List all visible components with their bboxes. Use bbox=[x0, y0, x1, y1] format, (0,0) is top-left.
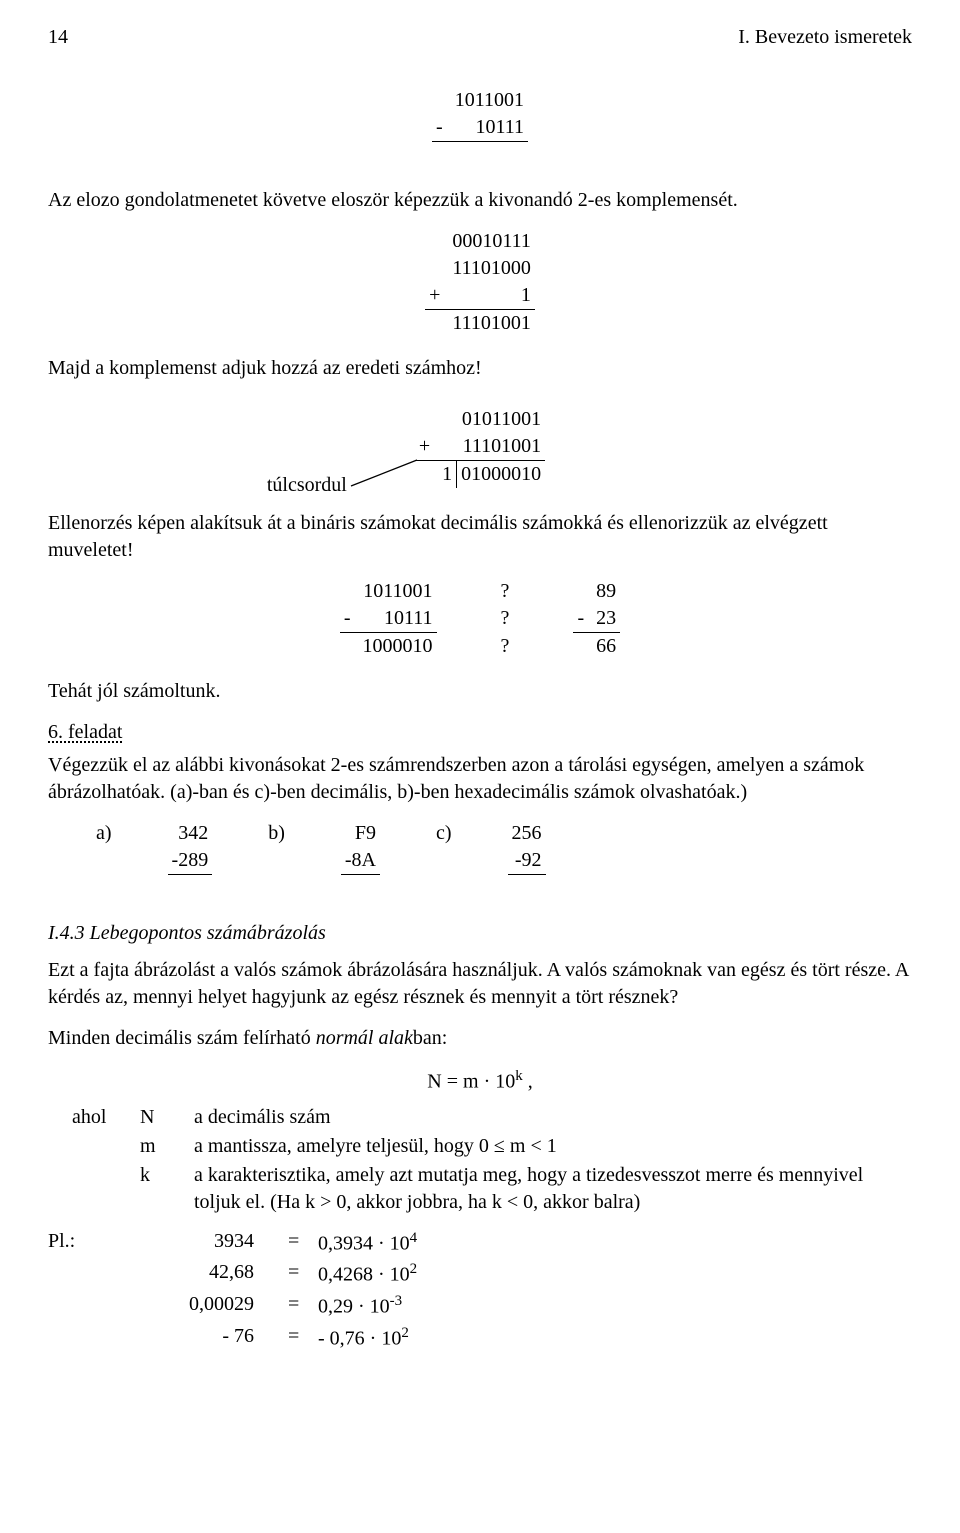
sub-a-label: a) bbox=[96, 820, 112, 847]
pl-3-eq: = bbox=[288, 1323, 318, 1353]
calc3-carry: 1 bbox=[442, 461, 456, 488]
overflow-label: túlcsordul bbox=[267, 472, 347, 499]
pl-1-eq: = bbox=[288, 1259, 318, 1289]
subtract-row: a) 342 -289 b) F9 -8A c) 256 -92 bbox=[96, 820, 912, 902]
pl-1-n: 42,68 bbox=[138, 1259, 288, 1289]
formula: N = m · 10k , bbox=[48, 1066, 912, 1096]
p7c: ban: bbox=[413, 1027, 447, 1049]
sub-c-bot: -92 bbox=[508, 847, 546, 875]
sub-b: F9 -8A bbox=[341, 820, 380, 902]
pl-label: Pl.: bbox=[48, 1228, 138, 1258]
page: 14 I. Bevezeto ismeretek 1011001 -10111 … bbox=[0, 0, 960, 1402]
f-exp: k bbox=[515, 1068, 523, 1084]
verify-q: ? ? ? bbox=[501, 578, 510, 660]
calc2-a: 00010111 bbox=[448, 228, 535, 255]
verify-row: 1011001 -10111 1000010 ? ? ? 89 -23 66 bbox=[48, 578, 912, 660]
para-3: Ellenorzés képen alakítsuk át a bináris … bbox=[48, 510, 912, 564]
f-m: m bbox=[463, 1071, 479, 1093]
para-2: Majd a komplemenst adjuk hozzá az eredet… bbox=[48, 355, 912, 382]
vleft-op: - bbox=[340, 605, 359, 633]
sub-c-top: 256 bbox=[508, 820, 546, 847]
defs-N-sym: N bbox=[140, 1104, 194, 1131]
calc1: 1011001 -10111 bbox=[48, 87, 912, 169]
q3: ? bbox=[501, 633, 510, 660]
f-lhs: N bbox=[427, 1071, 441, 1093]
vleft-a: 1011001 bbox=[359, 578, 437, 605]
sub-a-top: 342 bbox=[168, 820, 213, 847]
pl-3-n: - 76 bbox=[138, 1323, 288, 1353]
exercise-6-title: 6. feladat bbox=[48, 721, 122, 743]
para-1: Az elozo gondolatmenetet követve eloször… bbox=[48, 187, 912, 214]
defs-N-txt: a decimális szám bbox=[194, 1104, 331, 1131]
calc2: 00010111 11101000 +1 11101001 bbox=[48, 228, 912, 337]
pl-3-rhs: - 0,76 · 102 bbox=[318, 1323, 409, 1353]
pl-0-n: 3934 bbox=[138, 1228, 288, 1258]
vright-a: 89 bbox=[592, 578, 620, 605]
sub-b-bot: -8A bbox=[341, 847, 380, 875]
overflow-line-icon bbox=[349, 458, 419, 488]
calc3-a: 01011001 bbox=[438, 406, 545, 433]
defs-m-txt: a mantissza, amelyre teljesül, hogy 0 ≤ … bbox=[194, 1133, 557, 1160]
page-header: 14 I. Bevezeto ismeretek bbox=[48, 24, 912, 51]
heading-i43: I.4.3 Lebegopontos számábrázolás bbox=[48, 920, 912, 947]
para-6: Ezt a fajta ábrázolást a valós számok áb… bbox=[48, 957, 912, 1011]
defs-k-txt: a karakterisztika, amely azt mutatja meg… bbox=[194, 1162, 912, 1216]
verify-left: 1011001 -10111 1000010 bbox=[340, 578, 437, 660]
sub-c: 256 -92 bbox=[508, 820, 546, 902]
pl-1-rhs: 0,4268 · 102 bbox=[318, 1259, 417, 1289]
defs-ahol: ahol bbox=[72, 1104, 140, 1131]
q1: ? bbox=[501, 578, 510, 605]
pl-0-rhs: 0,3934 · 104 bbox=[318, 1228, 417, 1258]
p7b: normál alak bbox=[316, 1027, 413, 1049]
examples-block: Pl.: 3934 = 0,3934 · 104 42,68 = 0,4268 … bbox=[48, 1228, 912, 1353]
q2: ? bbox=[501, 605, 510, 632]
f-eq: = bbox=[447, 1071, 458, 1093]
vleft-res: 1000010 bbox=[359, 633, 437, 661]
chapter-title: I. Bevezeto ismeretek bbox=[738, 24, 912, 51]
calc2-c: 1 bbox=[448, 282, 535, 310]
calc3-rest: 01000010 bbox=[456, 461, 541, 488]
sub-b-label: b) bbox=[268, 820, 285, 847]
sub-c-label: c) bbox=[436, 820, 452, 847]
sub-b-top: F9 bbox=[341, 820, 380, 847]
calc1-a: 1011001 bbox=[451, 87, 528, 114]
calc2-b: 11101000 bbox=[448, 255, 535, 282]
pl-2-eq: = bbox=[288, 1291, 318, 1321]
pl-0-eq: = bbox=[288, 1228, 318, 1258]
sub-a: 342 -289 bbox=[168, 820, 213, 902]
f-base: 10 bbox=[495, 1071, 515, 1093]
f-comma: , bbox=[528, 1071, 533, 1093]
para-4: Tehát jól számoltunk. bbox=[48, 678, 912, 705]
vleft-b: 10111 bbox=[359, 605, 437, 633]
defs-k-sym: k bbox=[140, 1162, 194, 1216]
calc1-op: - bbox=[432, 114, 451, 142]
p7a: Minden decimális szám felírható bbox=[48, 1027, 316, 1049]
sub-a-bot: -289 bbox=[168, 847, 213, 875]
para-5: Végezzük el az alábbi kivonásokat 2-es s… bbox=[48, 752, 912, 806]
para-7: Minden decimális szám felírható normál a… bbox=[48, 1025, 912, 1052]
pl-2-rhs: 0,29 · 10-3 bbox=[318, 1291, 402, 1321]
verify-right: 89 -23 66 bbox=[573, 578, 620, 660]
calc2-op: + bbox=[425, 282, 448, 310]
calc1-b: 10111 bbox=[451, 114, 528, 142]
vright-b: 23 bbox=[592, 605, 620, 633]
vright-op: - bbox=[573, 605, 592, 633]
defs-m-sym: m bbox=[140, 1133, 194, 1160]
page-number: 14 bbox=[48, 24, 68, 51]
calc3: 01011001 +11101001 1 01000010 túlcsordul bbox=[48, 396, 912, 492]
vright-res: 66 bbox=[592, 633, 620, 661]
calc2-res: 11101001 bbox=[448, 310, 535, 338]
calc3-op: + bbox=[415, 433, 438, 461]
definitions: ahol N a decimális szám m a mantissza, a… bbox=[72, 1104, 912, 1216]
pl-2-n: 0,00029 bbox=[138, 1291, 288, 1321]
calc3-b: 11101001 bbox=[438, 433, 545, 461]
